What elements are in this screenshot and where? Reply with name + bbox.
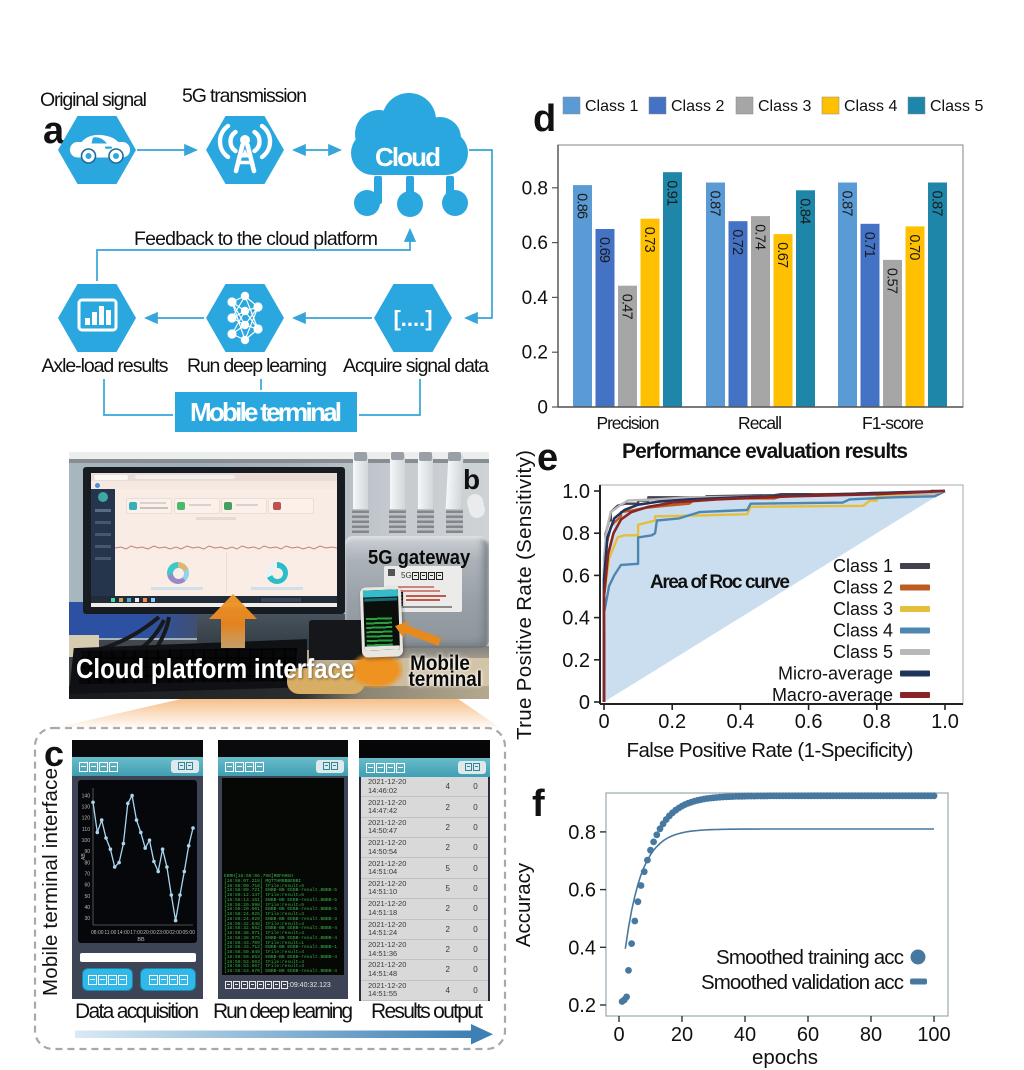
svg-text:d: d bbox=[533, 98, 556, 140]
svg-text:0.8: 0.8 bbox=[522, 178, 548, 199]
svg-text:[....]: [....] bbox=[393, 306, 432, 331]
svg-text:F1-score: F1-score bbox=[862, 413, 924, 433]
svg-text:Area of Roc curve: Area of Roc curve bbox=[650, 572, 790, 593]
svg-text:0.8: 0.8 bbox=[568, 822, 596, 844]
svg-text:Class 1: Class 1 bbox=[585, 98, 638, 115]
svg-text:0: 0 bbox=[579, 692, 590, 714]
svg-text:Class 1: Class 1 bbox=[833, 556, 893, 576]
svg-text:0.2: 0.2 bbox=[522, 343, 548, 364]
svg-text:Recall: Recall bbox=[738, 413, 782, 433]
svg-text:True Positive Rate (Sensitivit: True Positive Rate (Sensitivity) bbox=[513, 450, 536, 740]
svg-text:Class 5: Class 5 bbox=[833, 642, 893, 662]
svg-text:f: f bbox=[532, 783, 545, 825]
svg-text:0.4: 0.4 bbox=[522, 288, 549, 309]
svg-text:Mobile terminal interface: Mobile terminal interface bbox=[39, 768, 62, 996]
svg-text:Class 3: Class 3 bbox=[758, 98, 811, 115]
svg-text:Smoothed validation acc: Smoothed validation acc bbox=[701, 971, 904, 994]
svg-text:0.2: 0.2 bbox=[658, 711, 686, 733]
svg-text:Class 4: Class 4 bbox=[833, 621, 893, 641]
svg-text:0.8: 0.8 bbox=[863, 711, 891, 733]
svg-text:Original signal: Original signal bbox=[40, 89, 147, 111]
svg-text:0.6: 0.6 bbox=[522, 233, 548, 254]
svg-text:0.6: 0.6 bbox=[795, 711, 823, 733]
svg-text:0.57: 0.57 bbox=[884, 268, 900, 294]
svg-text:Class 5: Class 5 bbox=[930, 98, 983, 115]
svg-text:0.72: 0.72 bbox=[729, 229, 745, 255]
svg-text:epochs: epochs bbox=[752, 1046, 818, 1069]
svg-text:Run deep learning: Run deep learning bbox=[187, 355, 327, 377]
svg-text:0: 0 bbox=[598, 711, 609, 733]
svg-text:e: e bbox=[537, 437, 558, 479]
svg-text:Macro-average: Macro-average bbox=[772, 685, 893, 705]
svg-text:0.4: 0.4 bbox=[568, 937, 596, 959]
svg-text:0: 0 bbox=[613, 1024, 624, 1046]
svg-text:0.86: 0.86 bbox=[574, 193, 590, 219]
svg-text:Class 4: Class 4 bbox=[844, 98, 897, 115]
svg-text:Accuracy: Accuracy bbox=[512, 862, 535, 947]
svg-text:20: 20 bbox=[671, 1024, 693, 1046]
svg-text:0.6: 0.6 bbox=[562, 565, 590, 587]
svg-text:Acquire signal data: Acquire signal data bbox=[343, 355, 489, 377]
svg-text:0.73: 0.73 bbox=[641, 227, 657, 253]
svg-text:0.87: 0.87 bbox=[839, 191, 855, 217]
svg-text:100: 100 bbox=[917, 1024, 950, 1046]
svg-text:Mobile terminal: Mobile terminal bbox=[190, 397, 342, 427]
svg-text:0.87: 0.87 bbox=[929, 191, 945, 217]
svg-text:Class 2: Class 2 bbox=[671, 98, 724, 115]
svg-text:Feedback to the cloud platform: Feedback to the cloud platform bbox=[134, 228, 378, 250]
svg-text:0.91: 0.91 bbox=[664, 180, 680, 206]
svg-text:60: 60 bbox=[797, 1024, 819, 1046]
svg-text:40: 40 bbox=[734, 1024, 756, 1046]
svg-text:Performance evaluation results: Performance evaluation results bbox=[622, 440, 908, 463]
svg-text:Precision: Precision bbox=[597, 413, 660, 433]
svg-text:0.47: 0.47 bbox=[619, 294, 635, 320]
svg-text:0.74: 0.74 bbox=[752, 224, 768, 250]
svg-text:0.2: 0.2 bbox=[568, 995, 596, 1017]
svg-text:Cloud: Cloud bbox=[375, 142, 441, 172]
svg-text:0.6: 0.6 bbox=[568, 880, 596, 902]
svg-text:Micro-average: Micro-average bbox=[778, 664, 893, 684]
svg-text:0.8: 0.8 bbox=[562, 523, 590, 545]
svg-text:Results output: Results output bbox=[371, 1000, 483, 1023]
svg-text:Axle-load results: Axle-load results bbox=[42, 355, 169, 377]
svg-text:Data acquisition: Data acquisition bbox=[75, 1000, 199, 1023]
svg-text:0.2: 0.2 bbox=[562, 650, 590, 672]
svg-text:0.84: 0.84 bbox=[797, 198, 813, 224]
svg-text:0.67: 0.67 bbox=[774, 242, 790, 268]
svg-text:0.70: 0.70 bbox=[906, 234, 922, 260]
svg-text:0: 0 bbox=[537, 398, 548, 419]
svg-text:0.4: 0.4 bbox=[726, 711, 754, 733]
svg-text:False Positive Rate (1-Specifi: False Positive Rate (1-Specificity) bbox=[627, 739, 914, 762]
svg-text:Class 3: Class 3 bbox=[833, 599, 893, 619]
svg-text:Run deep learning: Run deep learning bbox=[213, 1000, 353, 1023]
svg-text:0.71: 0.71 bbox=[861, 232, 877, 258]
svg-text:0.69: 0.69 bbox=[596, 237, 612, 263]
svg-text:Class 2: Class 2 bbox=[833, 578, 893, 598]
svg-text:0.4: 0.4 bbox=[562, 608, 590, 630]
svg-text:c: c bbox=[44, 733, 64, 774]
svg-text:Smoothed training acc: Smoothed training acc bbox=[716, 946, 904, 969]
svg-text:a: a bbox=[43, 110, 65, 152]
svg-text:0.87: 0.87 bbox=[707, 191, 723, 217]
svg-text:5G transmission: 5G transmission bbox=[182, 85, 307, 107]
svg-text:1.0: 1.0 bbox=[562, 481, 590, 503]
svg-text:80: 80 bbox=[860, 1024, 882, 1046]
svg-text:1.0: 1.0 bbox=[931, 711, 959, 733]
